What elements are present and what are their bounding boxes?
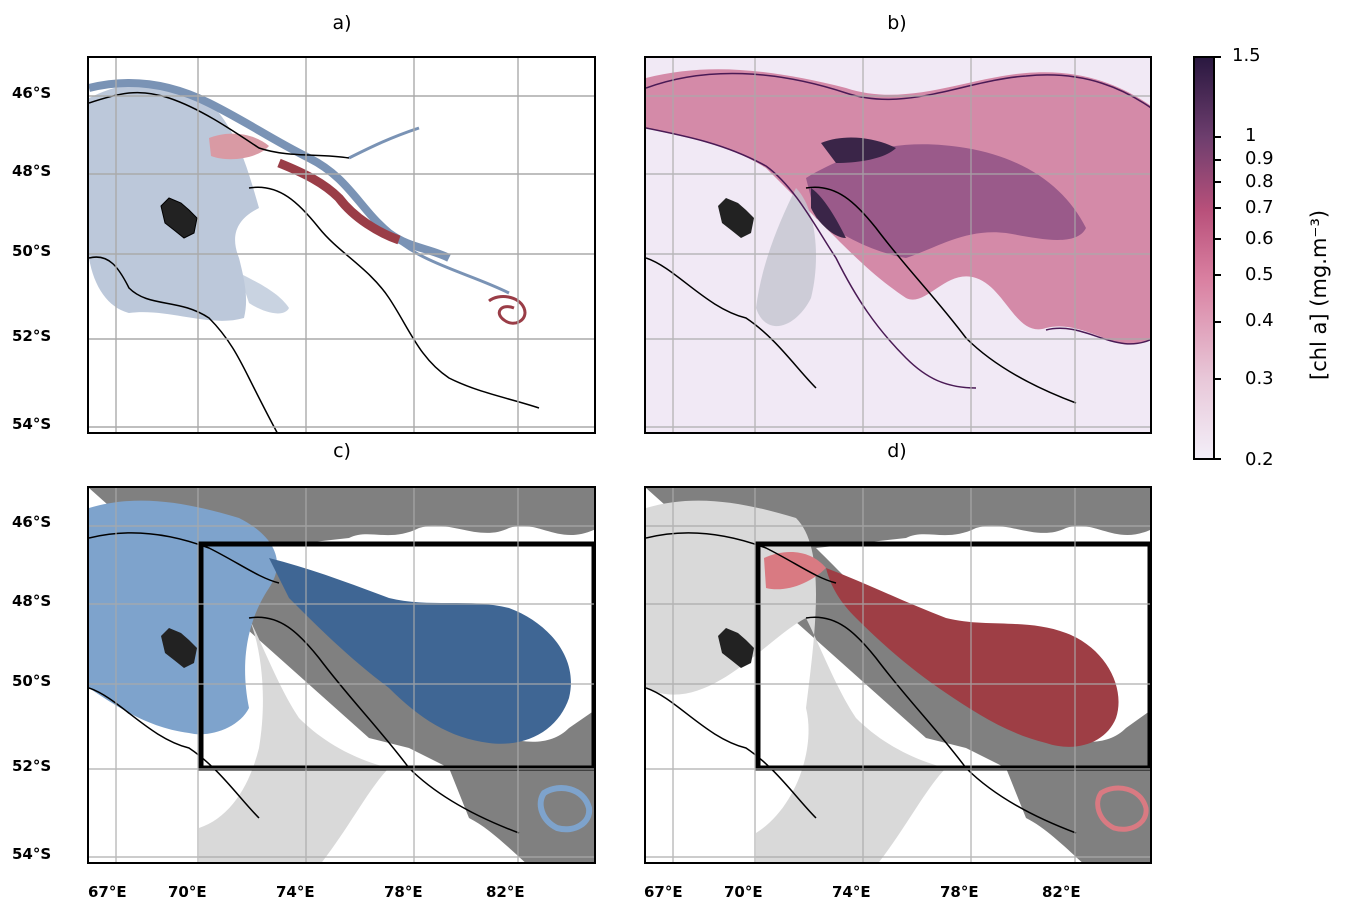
drifter-patch-pink (209, 133, 269, 160)
cb-tick-0-9: 0.9 (1245, 148, 1274, 169)
chl-field-gray (756, 188, 816, 327)
island-kerguelen-b (718, 198, 754, 238)
map-b-svg (646, 58, 1150, 432)
island-kerguelen-d (718, 628, 754, 668)
drifter-plume-red (277, 158, 401, 245)
lon-label-82-c: 82°E (486, 883, 525, 901)
contour-line-a-3 (89, 91, 350, 159)
particle-ring-red (1095, 785, 1149, 832)
map-panel-a (87, 56, 596, 434)
panel-title-c: c) (333, 440, 351, 462)
lat-label-54-bottom: 54°S (12, 845, 52, 863)
colorbar-ticks (1213, 56, 1223, 460)
lat-label-50-bottom: 50°S (12, 672, 52, 690)
lat-label-46-top: 46°S (12, 84, 52, 102)
cb-tick-0-4: 0.4 (1245, 310, 1274, 331)
colorbar (1193, 56, 1215, 460)
cb-tick-0-8: 0.8 (1245, 171, 1274, 192)
map-c-svg (89, 488, 594, 862)
grid-c (89, 488, 594, 862)
lon-label-67-d: 67°E (644, 883, 683, 901)
map-panel-b (644, 56, 1152, 434)
panel-title-d: d) (887, 440, 907, 462)
lat-label-54-top: 54°S (12, 415, 52, 433)
island-kerguelen-c (161, 628, 197, 668)
cb-tick-1-5: 1.5 (1232, 45, 1261, 66)
grid-d (646, 488, 1150, 862)
lat-label-48-top: 48°S (12, 162, 52, 180)
study-box-c (198, 541, 594, 771)
contour-line-a-2 (248, 186, 540, 409)
lon-label-78-d: 78°E (940, 883, 979, 901)
drifter-field-light-2 (239, 273, 289, 314)
lon-label-67-c: 67°E (88, 883, 127, 901)
grid-a (89, 58, 594, 432)
study-box-d (755, 541, 1150, 771)
chl-field-dark (811, 137, 896, 238)
lon-label-70-c: 70°E (168, 883, 207, 901)
lon-label-74-c: 74°E (276, 883, 315, 901)
cb-tick-0-6: 0.6 (1245, 228, 1274, 249)
map-panel-c (87, 486, 596, 864)
drifter-eddy-red (488, 295, 527, 325)
map-a-svg (89, 58, 594, 432)
contour-line-a (89, 256, 278, 432)
panel-title-a: a) (332, 12, 352, 34)
panel-title-b: b) (887, 12, 907, 34)
cb-tick-1: 1 (1245, 125, 1257, 146)
grid-b (646, 58, 1150, 432)
lat-label-48-bottom: 48°S (12, 592, 52, 610)
chl-contour (646, 72, 1150, 389)
bloom-mask-light-gray-d (646, 500, 946, 862)
bloom-mask-light-gray (199, 598, 389, 862)
cb-tick-0-5: 0.5 (1245, 264, 1274, 285)
chl-field-mid (806, 144, 1086, 258)
drifter-plume-blue-2 (348, 126, 510, 295)
island-kerguelen-a (160, 197, 198, 239)
cb-tick-0-7: 0.7 (1245, 197, 1274, 218)
lon-label-74-d: 74°E (832, 883, 871, 901)
colorbar-title: [chl a] (mg.m⁻³) (1307, 209, 1331, 380)
lon-label-70-d: 70°E (724, 883, 763, 901)
particle-region-red-dark (826, 568, 1119, 747)
map-d-svg (646, 488, 1150, 862)
cb-tick-0-3: 0.3 (1245, 368, 1274, 389)
lat-label-50-top: 50°S (12, 242, 52, 260)
lat-label-52-bottom: 52°S (12, 757, 52, 775)
lon-label-82-d: 82°E (1042, 883, 1081, 901)
particle-region-blue-light (89, 500, 278, 735)
lat-label-52-top: 52°S (12, 327, 52, 345)
lat-label-46-bottom: 46°S (12, 513, 52, 531)
particle-ring-blue (537, 785, 593, 833)
cb-tick-0-2: 0.2 (1245, 449, 1274, 470)
particle-region-red-light (764, 552, 826, 590)
lon-label-78-c: 78°E (384, 883, 423, 901)
map-panel-d (644, 486, 1152, 864)
